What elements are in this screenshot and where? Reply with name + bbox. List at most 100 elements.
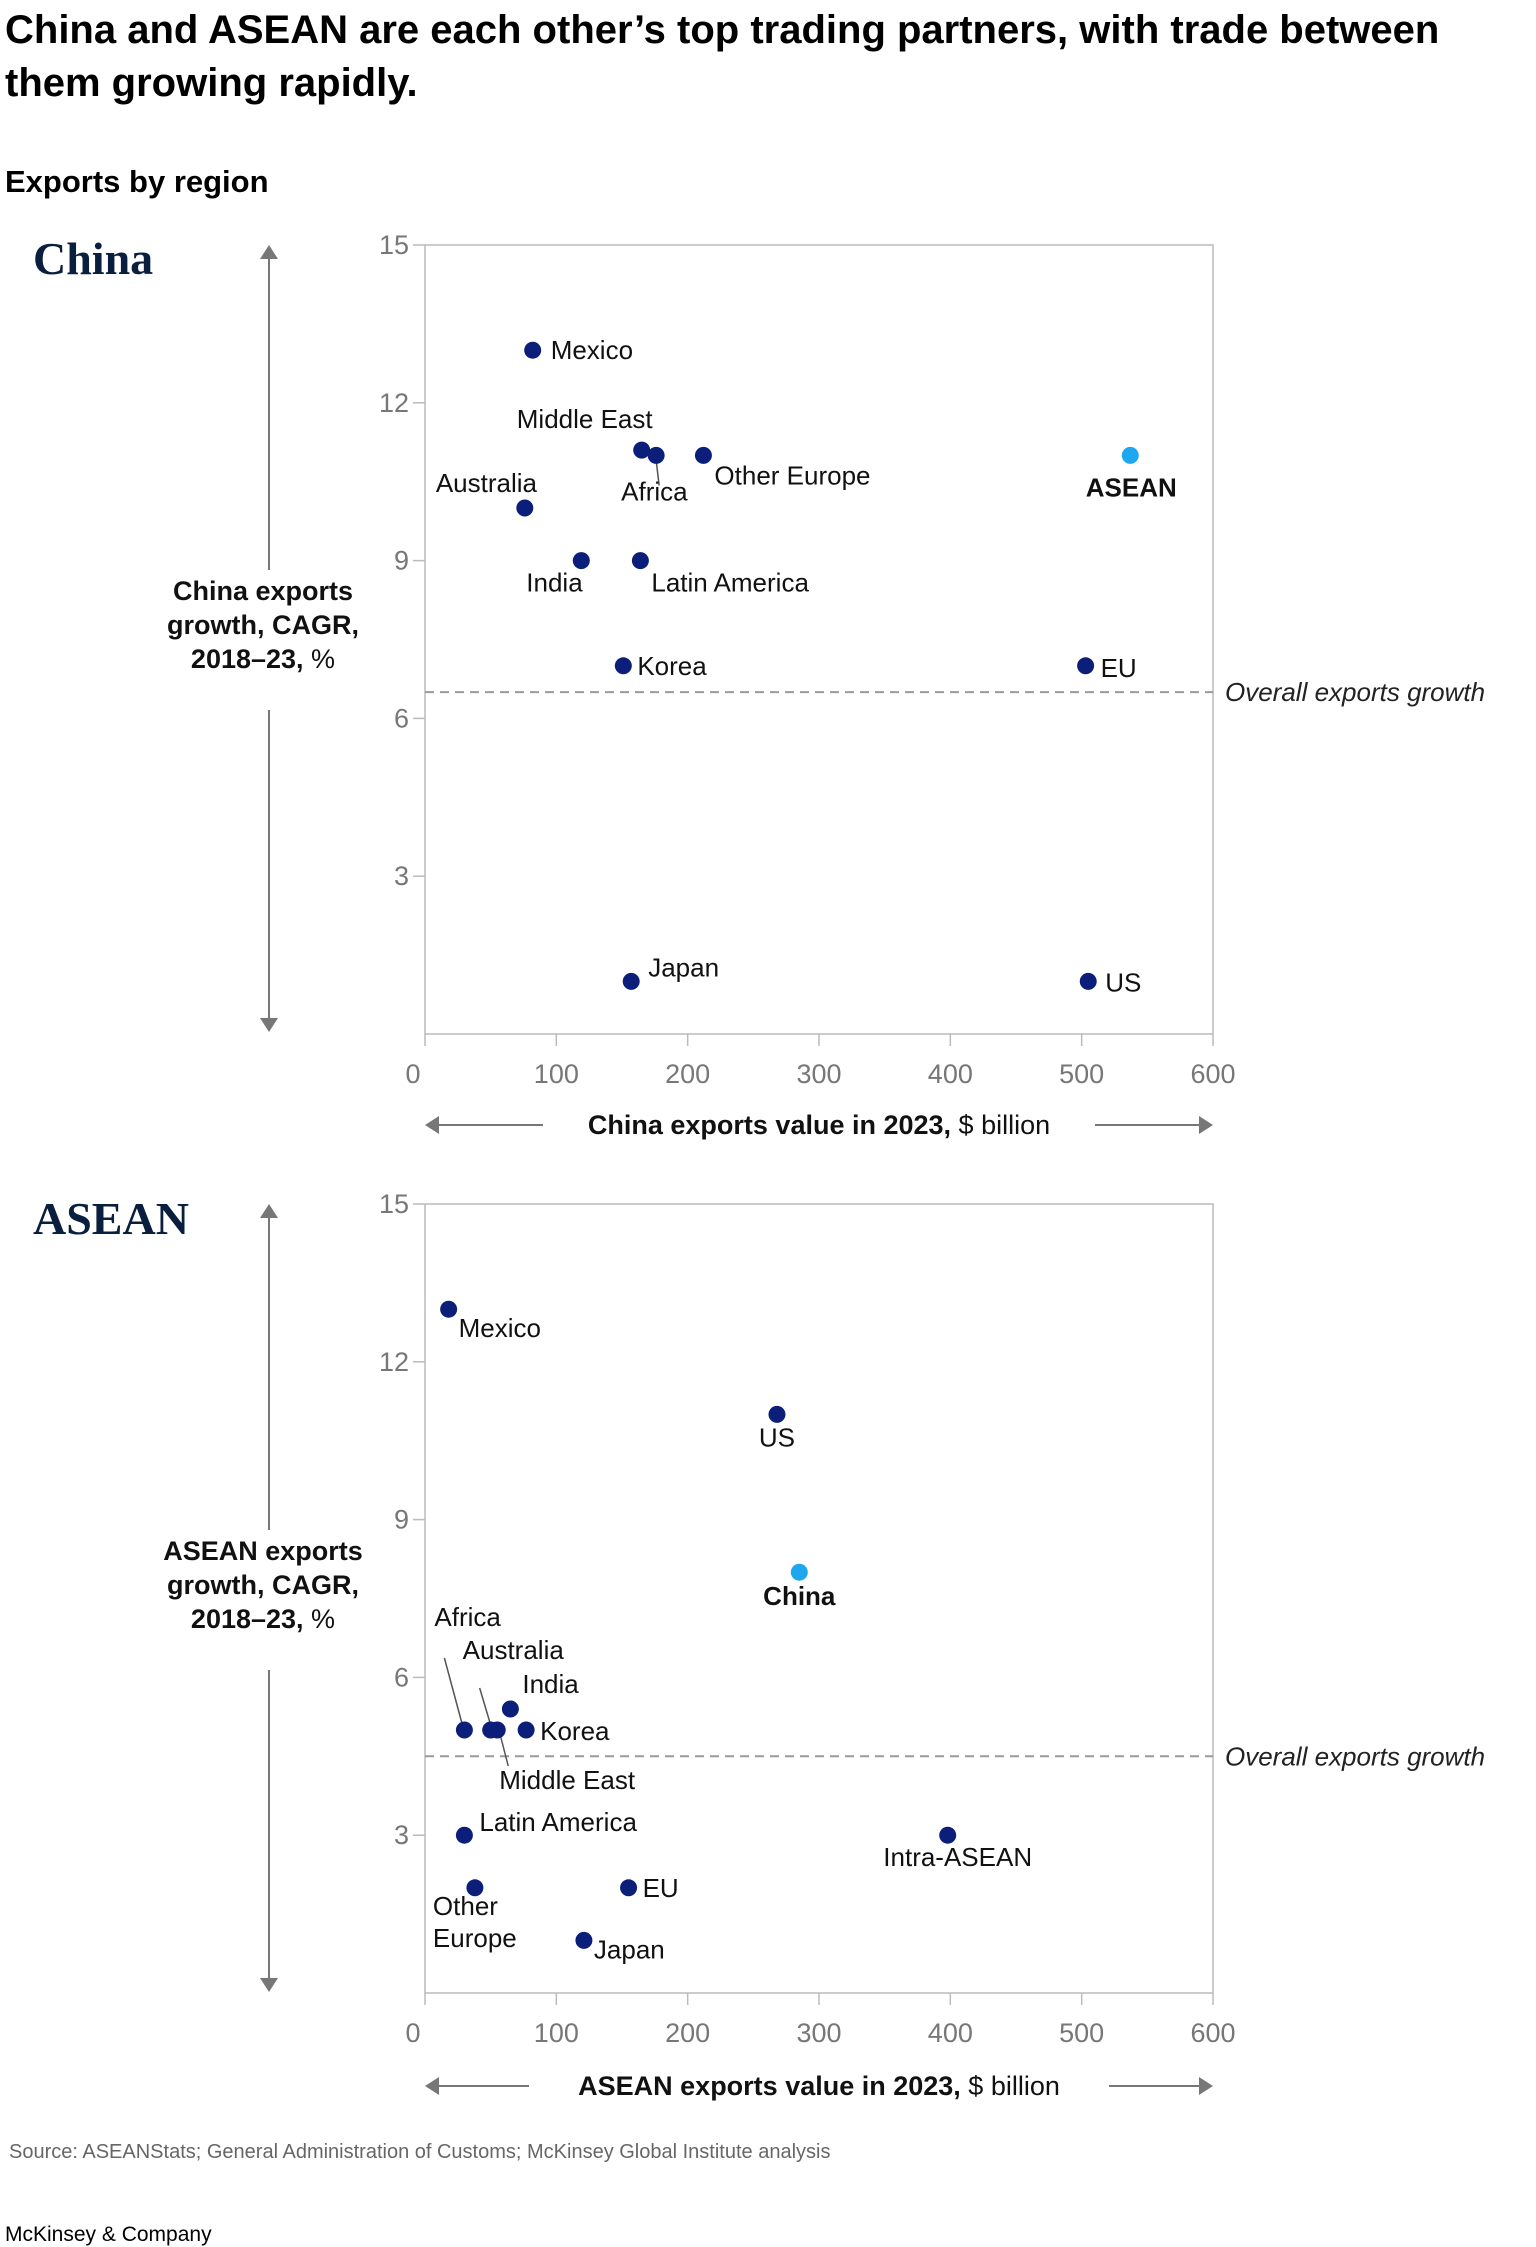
x-tick-label: 500	[1059, 2018, 1104, 2048]
label-africa: Africa	[621, 476, 688, 506]
x-tick-label: 100	[534, 1059, 579, 1089]
y-axis-label: 2018–23, %	[191, 1604, 335, 1634]
plot-frame	[424, 244, 1214, 1035]
x-tick-label: 400	[928, 2018, 973, 2048]
arrow-down-icon	[260, 1018, 278, 1032]
label-line: Europe	[433, 1923, 517, 1953]
label-africa: Africa	[434, 1602, 501, 1632]
leader-line-middle-east	[499, 1734, 509, 1767]
asean-scatter-chart: 3 6 9 12 15 0 100 200 300 400 500 600 Overall export…	[163, 1189, 1485, 2101]
point-korea	[614, 657, 632, 675]
point-mexico	[440, 1300, 458, 1318]
asean-panel-title: ASEAN	[33, 1193, 189, 1244]
arrow-up-icon	[260, 1204, 278, 1218]
arrow-down-icon	[260, 1978, 278, 1992]
x-tick-label: 0	[405, 2018, 420, 2048]
x-tick-label: 200	[665, 2018, 710, 2048]
china-scatter-chart: 3 6 9 12 15 0 100 200 300 400 500 600 Overall export…	[167, 230, 1485, 1140]
arrow-right-icon	[1199, 1116, 1213, 1134]
point-other-europe	[466, 1879, 484, 1897]
label-latin-america: Latin America	[479, 1807, 637, 1837]
point-india	[572, 552, 590, 570]
x-tick-label: 300	[796, 1059, 841, 1089]
point-africa	[647, 446, 665, 464]
label-india: India	[526, 568, 583, 598]
x-tick-label: 0	[405, 1059, 420, 1089]
point-asean	[1121, 446, 1139, 464]
label-asean: ASEAN	[1086, 472, 1177, 502]
point-india	[501, 1700, 519, 1718]
x-axis-label: ASEAN exports value in 2023, $ billion	[578, 2071, 1060, 2101]
x-tick-label: 200	[665, 1059, 710, 1089]
y-axis-label: growth, CAGR,	[167, 610, 359, 640]
point-latin-america	[455, 1826, 473, 1844]
leader-line-australia	[478, 1687, 492, 1726]
point-australia	[516, 499, 534, 517]
point-us	[1079, 972, 1097, 990]
leader-line-africa	[443, 1657, 464, 1726]
y-axis-label: growth, CAGR,	[167, 1570, 359, 1600]
x-axis-unit: $ billion	[961, 2071, 1060, 2101]
label-australia: Australia	[436, 468, 538, 498]
label-mexico: Mexico	[551, 335, 633, 365]
point-mexico	[524, 341, 542, 359]
leader-line-africa	[655, 460, 660, 486]
y-tick-label: 3	[394, 861, 409, 891]
label-japan: Japan	[594, 1934, 665, 1964]
arrow-up-icon	[260, 245, 278, 259]
y-tick-label: 3	[394, 1820, 409, 1850]
point-middle-east	[633, 441, 651, 459]
y-axis-label: China exports	[173, 576, 353, 606]
label-india: India	[522, 1669, 579, 1699]
chart-subtitle: Exports by region	[5, 164, 269, 199]
label-australia: Australia	[463, 1635, 565, 1665]
label-korea: Korea	[637, 651, 707, 681]
point-japan	[575, 1931, 593, 1949]
arrow-right-icon	[1199, 2077, 1213, 2095]
label-korea: Korea	[540, 1716, 610, 1746]
label-us: US	[1105, 967, 1141, 997]
y-tick-label: 12	[379, 388, 409, 418]
point-korea	[517, 1721, 535, 1739]
label-other-europe: Other Europe	[714, 460, 870, 490]
label-us: US	[759, 1422, 795, 1452]
label-latin-america: Latin America	[651, 568, 809, 598]
y-tick-label: 15	[379, 1189, 409, 1219]
label-intra-asean: Intra-ASEAN	[883, 1842, 1032, 1872]
y-axis-label: ASEAN exports	[163, 1536, 363, 1566]
x-axis-label: China exports value in 2023, $ billion	[588, 1110, 1050, 1140]
x-tick-label: 500	[1059, 1059, 1104, 1089]
overall-growth-label: Overall exports growth	[1225, 677, 1485, 707]
y-axis-label: 2018–23, %	[191, 644, 335, 674]
point-middle-east	[488, 1721, 506, 1739]
y-tick-label: 15	[379, 230, 409, 260]
point-eu	[620, 1879, 638, 1897]
label-eu: EU	[1101, 653, 1137, 683]
label-china: China	[763, 1581, 836, 1611]
y-tick-label: 6	[394, 1662, 409, 1692]
brand-logo-text: McKinsey & Company	[5, 2223, 212, 2246]
y-tick-label: 6	[394, 703, 409, 733]
label-japan: Japan	[648, 952, 719, 982]
point-japan	[622, 972, 640, 990]
y-tick-label: 12	[379, 1347, 409, 1377]
x-tick-label: 100	[534, 2018, 579, 2048]
label-other-europe: Other Europe	[433, 1891, 517, 1953]
x-tick-label: 600	[1190, 1059, 1235, 1089]
china-panel-title: China	[33, 233, 154, 284]
label-middle-east: Middle East	[499, 1765, 636, 1795]
y-axis-unit: %	[304, 1604, 336, 1634]
label-mexico: Mexico	[459, 1313, 541, 1343]
label-middle-east: Middle East	[517, 404, 654, 434]
x-axis-unit: $ billion	[951, 1110, 1050, 1140]
point-eu	[1077, 657, 1095, 675]
point-us	[768, 1405, 786, 1423]
point-africa	[455, 1721, 473, 1739]
y-tick-label: 9	[394, 1505, 409, 1535]
y-axis-unit: %	[304, 644, 336, 674]
chart-title: China and ASEAN are each other’s top tra…	[5, 8, 1440, 105]
point-intra-asean	[939, 1826, 957, 1844]
x-tick-label: 600	[1190, 2018, 1235, 2048]
label-line: Other	[433, 1891, 498, 1921]
